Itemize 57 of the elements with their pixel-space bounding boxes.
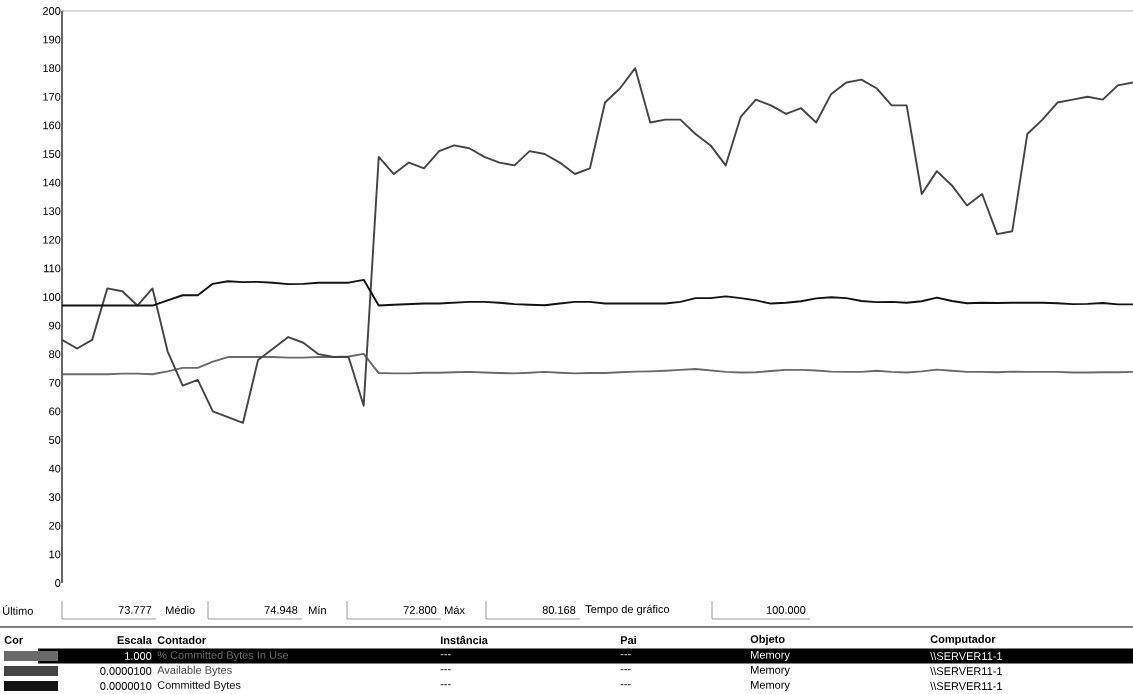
y-tick-label: 60 [49, 407, 61, 416]
y-tick-label: 50 [49, 436, 61, 444]
text: 1.000 [125, 652, 152, 660]
y-tick-label: 110 [44, 264, 61, 273]
text: \\SERVER11-1 [930, 681, 1003, 691]
text: Médio [166, 605, 195, 615]
line-series [61, 67, 1133, 424]
y-tick-label: 160 [43, 121, 61, 130]
y-tick-label: 40 [48, 464, 61, 473]
y-tick-label: 100 [43, 293, 61, 301]
y-tick-label: 130 [43, 207, 61, 216]
y-tick-label: 170 [43, 92, 61, 101]
text: Cor [4, 636, 23, 644]
text: Último [3, 605, 33, 615]
text: --- [440, 654, 451, 656]
text: 72.800 [403, 606, 437, 614]
y-tick-label: 30 [49, 493, 61, 502]
text: 73.777 [118, 606, 152, 614]
text: Available Bytes [157, 665, 232, 677]
text: Instância [440, 635, 488, 645]
text: Tempo de gráfico [585, 604, 670, 616]
text: 0.0000010 [100, 682, 152, 690]
text: --- [620, 669, 631, 671]
y-tick-label: 180 [43, 64, 61, 73]
text: Pai [620, 635, 636, 645]
text: Computador [930, 634, 996, 646]
text: Objeto [750, 634, 785, 646]
text: Escala [117, 635, 152, 645]
text: Memory [751, 666, 790, 676]
y-tick-label: 190 [43, 35, 61, 44]
y-tick-label: 140 [43, 178, 61, 187]
text: Memory [751, 651, 790, 661]
text: Máx [445, 605, 465, 615]
y-tick-label: 20 [49, 521, 61, 530]
text: % Committed Bytes In Use [157, 650, 289, 662]
text: 74.948 [264, 606, 298, 614]
y-tick-label: 150 [43, 150, 61, 158]
text: Committed Bytes [157, 680, 241, 692]
y-tick-label: 90 [49, 321, 61, 330]
text: 100.000 [766, 606, 806, 614]
y-tick-label: 70 [49, 378, 61, 387]
y-tick-label: 80 [49, 350, 61, 359]
y-tick-label: 120 [43, 235, 61, 244]
text: 80.168 [542, 606, 576, 614]
text: \\SERVER11-1 [930, 666, 1003, 676]
text: --- [440, 669, 451, 671]
text: Mín [309, 605, 326, 615]
text: Memory [751, 681, 790, 691]
text: \\SERVER11-1 [930, 651, 1003, 661]
text: 0.0000100 [100, 667, 152, 675]
y-tick-label: 0 [55, 579, 61, 587]
text: Contador [157, 635, 206, 645]
y-tick-label: 200 [43, 7, 61, 15]
text: --- [620, 654, 631, 656]
text: --- [620, 684, 631, 686]
text: --- [440, 684, 451, 686]
y-tick-label: 10 [49, 550, 61, 559]
